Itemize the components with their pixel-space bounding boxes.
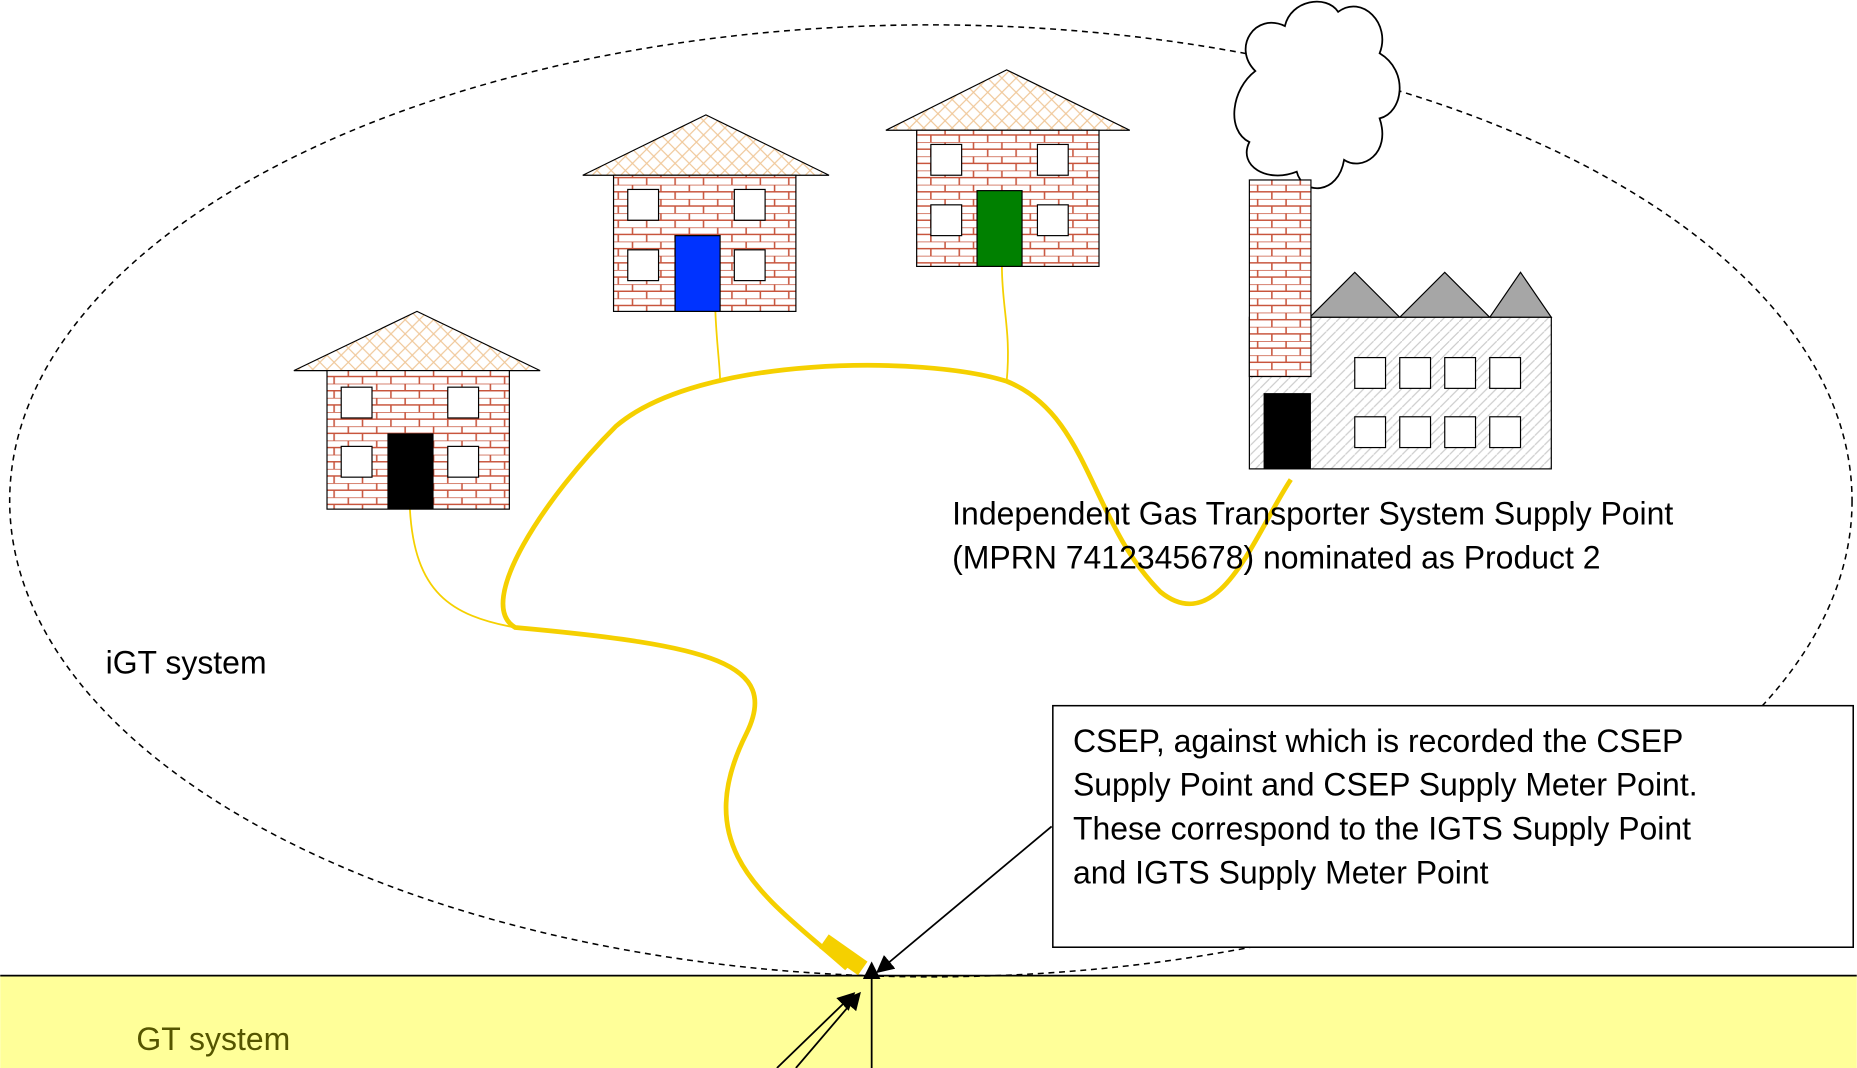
house-2 bbox=[583, 115, 829, 312]
supply-point-line: Independent Gas Transporter System Suppl… bbox=[952, 496, 1673, 532]
house-3 bbox=[886, 70, 1130, 267]
factory bbox=[1234, 2, 1551, 469]
csep-line: Supply Point and CSEP Supply Meter Point… bbox=[1073, 767, 1698, 803]
gt-label: GT system bbox=[136, 1021, 290, 1057]
diagram: iGT system GT system Independent Gas Tra… bbox=[0, 0, 1857, 1068]
igt-label: iGT system bbox=[106, 645, 267, 681]
csep-line: These correspond to the IGTS Supply Poin… bbox=[1073, 810, 1691, 846]
house-1 bbox=[294, 311, 540, 509]
csep-line: CSEP, against which is recorded the CSEP bbox=[1073, 723, 1683, 759]
supply-point-line: (MPRN 7412345678) nominated as Product 2 bbox=[952, 539, 1600, 575]
csep-line: and IGTS Supply Meter Point bbox=[1073, 854, 1489, 890]
meter bbox=[819, 934, 867, 975]
